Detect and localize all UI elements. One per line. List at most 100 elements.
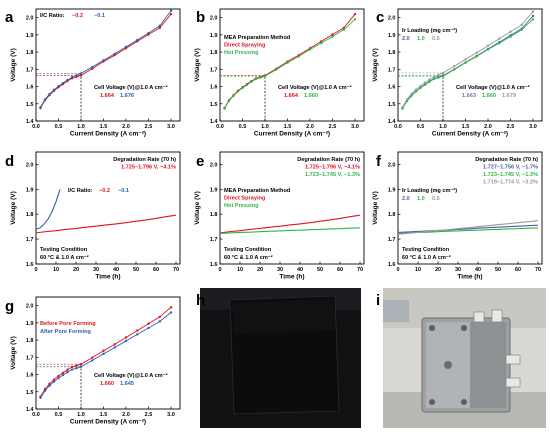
data-point <box>236 90 240 93</box>
y-axis-label: Voltage (V) <box>10 336 17 369</box>
x-tick-label: 30 <box>277 267 283 273</box>
data-point <box>61 373 65 377</box>
legend-title: Ir Loading (mg cm⁻²) <box>402 27 457 34</box>
y-tick-label: 1.7 <box>210 237 218 243</box>
x-tick-label: 1.5 <box>462 124 470 130</box>
data-point <box>136 333 139 336</box>
photo-i <box>383 288 546 428</box>
x-tick-label: 60 <box>515 267 521 273</box>
data-point <box>227 99 231 103</box>
degradation-value: 1.727–1.756 V, −1.7% <box>483 165 538 171</box>
chart-f: 0 10 20 30 40 50 60 70 1.6 1.7 1.8 1.9 2.0 Time (h) Vo… <box>372 151 543 281</box>
y-tick-label: 1.9 <box>26 321 34 327</box>
data-point <box>158 26 161 30</box>
x-tick-label: 0.5 <box>239 124 247 130</box>
bolt-icon <box>444 361 452 369</box>
x-axis-label: Current Density (A cm⁻²) <box>70 131 146 138</box>
x-tick-label: 40 <box>475 267 481 273</box>
data-point <box>75 364 78 367</box>
y-tick-label: 1.5 <box>26 390 34 396</box>
panel-letter-c: c <box>376 9 384 26</box>
cell-voltage-value: 1.660 <box>482 93 496 99</box>
cell-voltage-label: Cell Voltage (V)@1.0 A cm⁻² <box>456 84 530 91</box>
data-point <box>169 12 173 16</box>
x-tick-label: 2.5 <box>329 124 337 130</box>
chart-b: 0.0 0.5 1.0 1.5 2.0 2.5 3.0 1.4 1.5 1.6 1.7 1.8 1.9 2… <box>194 8 365 138</box>
legend-item: −0.1 <box>118 188 129 194</box>
cell-voltage-label: Cell Voltage (V)@1.0 A cm⁻² <box>94 84 168 91</box>
data-point <box>353 18 357 21</box>
x-axis-label: Time (h) <box>279 274 304 281</box>
fitting-side-top <box>505 354 521 365</box>
x-tick-label: 0 <box>218 267 221 273</box>
data-point <box>423 81 427 84</box>
cell-voltage-value: 1.663 <box>462 93 476 99</box>
data-point <box>113 343 116 346</box>
data-point <box>286 61 289 64</box>
data-point <box>531 14 535 18</box>
y-tick-label: 1.8 <box>26 50 34 56</box>
data-point <box>453 65 456 68</box>
x-tick-label: 1.5 <box>100 124 108 130</box>
data-point <box>91 65 94 69</box>
data-point <box>147 326 150 330</box>
data-point <box>320 40 323 43</box>
data-point <box>419 86 422 90</box>
degradation-title: Degradation Rate (70 h) <box>113 157 176 163</box>
bolt-icon <box>429 399 435 405</box>
data-point <box>169 306 173 309</box>
plot-frame <box>219 8 365 122</box>
y-tick-label: 1.7 <box>388 67 396 73</box>
x-tick-label: 40 <box>113 267 119 273</box>
panel-letter-f: f <box>376 153 382 170</box>
y-tick-label: 1.6 <box>388 85 396 91</box>
y-tick-label: 1.6 <box>26 373 34 379</box>
y-tick-label: 1.4 <box>26 119 35 125</box>
data-point <box>414 90 418 93</box>
fitting-side-bottom <box>505 377 521 388</box>
legend-item: −0.2 <box>99 188 110 194</box>
degradation-value: 1.725–1.796 V, −4.1% <box>121 165 176 171</box>
legend-item: 0.5 <box>432 196 440 202</box>
legend-item: 1.0 <box>417 36 425 42</box>
x-tick-label: 3.0 <box>167 412 175 418</box>
x-tick-label: 2.5 <box>145 124 153 130</box>
data-point <box>486 48 490 51</box>
cell-voltage-value: 1.676 <box>120 93 134 99</box>
y-tick-label: 1.6 <box>26 262 34 268</box>
legend-item: Hot Pressing <box>224 50 259 56</box>
data-point <box>241 86 244 90</box>
y-axis-label: Voltage (V) <box>372 191 379 224</box>
x-axis-label: Time (h) <box>95 274 120 281</box>
photo-i-window <box>383 300 409 322</box>
condition-text: 60 °C & 1.0 A cm⁻² <box>40 254 89 261</box>
data-point <box>158 24 161 28</box>
panel-letter-a: a <box>5 9 14 26</box>
y-tick-label: 1.9 <box>210 187 218 193</box>
plot-frame <box>397 151 543 265</box>
degradation-value: 1.725–1.796 V, −4.1% <box>305 165 360 171</box>
data-point <box>61 81 65 85</box>
x-tick-label: 0.0 <box>216 124 224 130</box>
y-tick-label: 1.5 <box>388 102 396 108</box>
x-tick-label: 3.0 <box>529 124 537 130</box>
data-point <box>297 55 300 58</box>
data-point <box>223 107 226 110</box>
data-point <box>70 76 74 79</box>
y-tick-label: 2.0 <box>388 162 396 168</box>
legend-item: Direct Spraying <box>224 196 266 202</box>
degradation-title: Degradation Rate (70 h) <box>297 157 360 163</box>
y-tick-label: 1.8 <box>210 212 218 218</box>
y-tick-label: 1.8 <box>210 50 218 56</box>
condition-title: Testing Condition <box>402 247 450 253</box>
plot-frame <box>219 151 365 265</box>
x-tick-label: 2.5 <box>507 124 515 130</box>
cell-voltage-value: 1.664 <box>100 93 115 99</box>
y-axis-label: Voltage (V) <box>194 48 201 81</box>
y-tick-label: 1.4 <box>210 119 219 125</box>
y-tick-label: 1.8 <box>26 212 34 218</box>
data-point <box>428 80 431 83</box>
data-point <box>250 80 253 83</box>
x-tick-label: 10 <box>237 267 243 273</box>
data-point <box>39 106 42 109</box>
